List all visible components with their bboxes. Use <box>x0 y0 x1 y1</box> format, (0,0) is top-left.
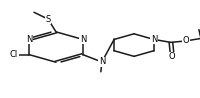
Text: N: N <box>151 35 157 44</box>
Text: N: N <box>26 35 32 44</box>
Text: O: O <box>169 52 175 61</box>
Text: O: O <box>183 36 189 45</box>
Text: S: S <box>45 15 51 24</box>
Text: N: N <box>80 35 86 44</box>
Text: Cl: Cl <box>10 50 18 59</box>
Text: N: N <box>99 58 105 66</box>
